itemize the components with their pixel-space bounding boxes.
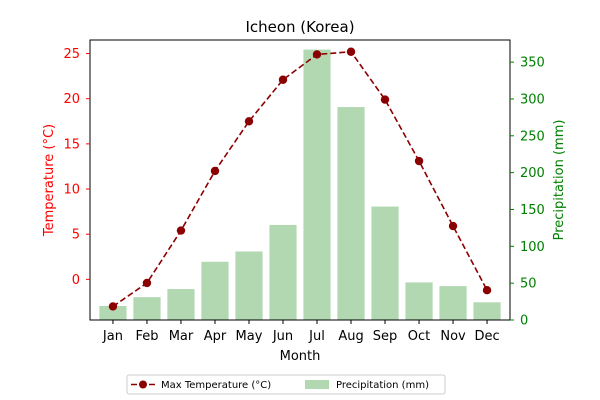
temperature-point [448, 221, 458, 231]
x-tick-label: Jan [102, 329, 123, 344]
y-left-tick-label: 25 [63, 47, 80, 62]
x-tick-label: Jun [272, 329, 293, 344]
precipitation-bar [269, 224, 297, 320]
legend-bar-swatch [305, 380, 329, 389]
x-axis-label: Month [280, 349, 321, 364]
x-tick-label: Sep [373, 329, 398, 344]
precipitation-bar [303, 49, 331, 320]
y-left-tick-label: 20 [63, 92, 80, 107]
x-tick-label: Mar [169, 329, 194, 344]
x-tick-label: Apr [204, 329, 227, 344]
temperature-line [112, 50, 488, 308]
temperature-point [346, 47, 356, 56]
plot-frame [89, 39, 511, 321]
temperature-point [210, 166, 220, 176]
y-right-axis-ticks: 0 50 100 150 200 250 300 350 [510, 56, 545, 329]
precipitation-bar [405, 282, 433, 320]
y-right-tick-label: 250 [520, 129, 545, 144]
y-right-tick-label: 150 [520, 203, 545, 218]
y-left-axis-ticks: 0 5 10 15 20 25 [63, 47, 90, 288]
x-tick-label: Nov [440, 329, 466, 344]
x-tick-label: Feb [135, 329, 158, 344]
y-right-tick-label: 50 [520, 277, 537, 292]
precipitation-bar [235, 251, 263, 320]
temperature-point [414, 156, 424, 166]
precipitation-bar [133, 297, 161, 320]
temperature-point [176, 226, 186, 235]
x-tick-label: Dec [474, 329, 499, 344]
precipitation-bar [473, 302, 501, 320]
legend: Max Temperature (°C) Precipitation (mm) [126, 374, 446, 395]
temperature-points [108, 47, 492, 311]
legend-label-temperature: Max Temperature (°C) [161, 380, 271, 391]
y-left-tick-label: 5 [72, 228, 80, 243]
x-tick-label: Aug [338, 329, 363, 344]
x-tick-label: May [236, 329, 263, 344]
precipitation-bar [201, 261, 229, 320]
temperature-point [244, 117, 254, 126]
y-left-tick-label: 10 [63, 183, 80, 198]
precipitation-bar [99, 306, 127, 320]
chart-title: Icheon (Korea) [245, 18, 354, 36]
temperature-point [482, 285, 492, 295]
legend-label-precipitation: Precipitation (mm) [336, 380, 429, 391]
precipitation-bar [439, 286, 467, 320]
temperature-point [380, 95, 390, 104]
y-right-tick-label: 300 [520, 92, 545, 107]
precipitation-bar [371, 206, 399, 320]
bars-group [99, 49, 501, 320]
legend-frame [126, 374, 446, 395]
x-tick-label: Oct [408, 329, 430, 344]
y-left-tick-label: 15 [63, 137, 80, 152]
temperature-point [278, 75, 288, 84]
temperature-point [142, 278, 152, 288]
temperature-point [108, 302, 118, 311]
x-tick-label: Jul [308, 329, 325, 344]
y-right-tick-label: 200 [520, 166, 545, 181]
y-right-tick-label: 100 [520, 240, 545, 255]
y-right-tick-label: 350 [520, 56, 545, 71]
legend-line-marker [139, 380, 147, 389]
y-left-axis-label: Temperature (°C) [42, 124, 57, 237]
temperature-point [312, 50, 322, 59]
y-left-tick-label: 0 [72, 273, 80, 288]
x-axis-ticks: Jan Feb Mar Apr May Jun Jul Aug Sep Oct Nov Dec [102, 320, 500, 344]
y-right-axis-label: Precipitation (mm) [552, 120, 567, 241]
precipitation-bar [337, 107, 365, 320]
precipitation-bar [167, 289, 195, 320]
y-right-tick-label: 0 [520, 314, 528, 329]
